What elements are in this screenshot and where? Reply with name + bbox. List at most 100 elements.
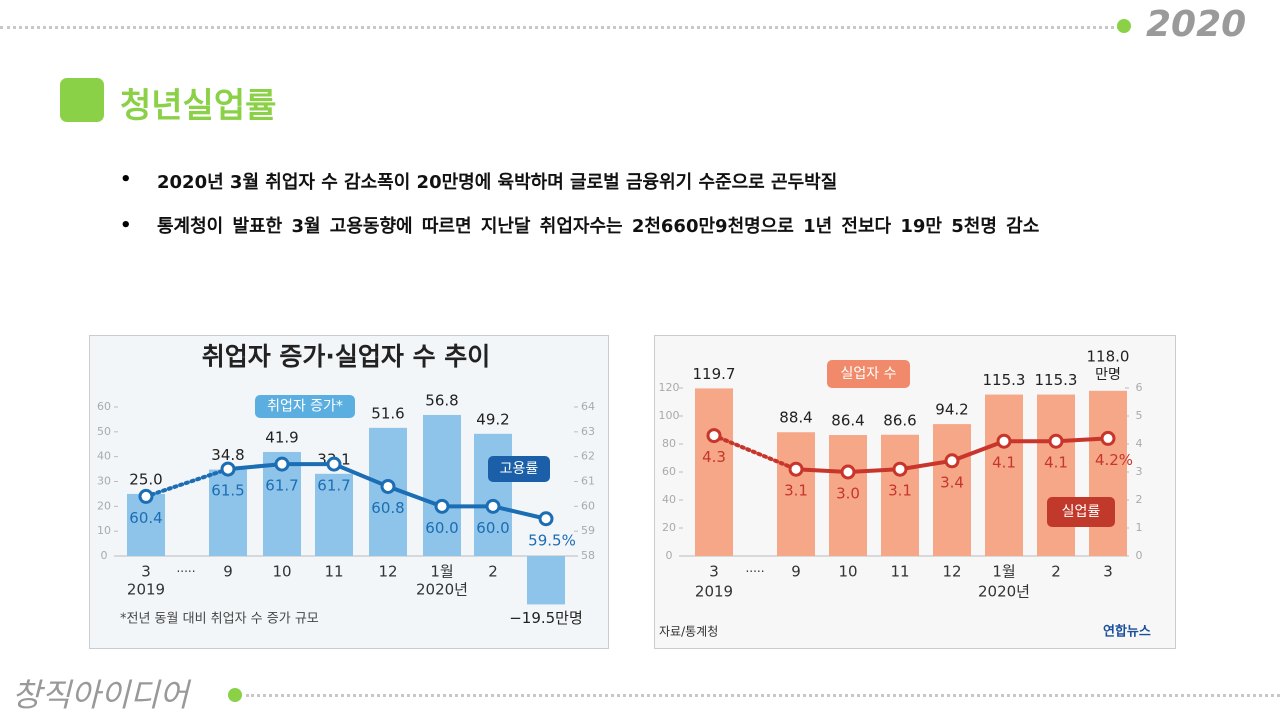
value-label: 41.9: [265, 428, 298, 446]
x-tick-label: 2: [488, 563, 498, 581]
bar: [209, 469, 247, 556]
x-tick-label: 3: [1103, 563, 1113, 581]
point: [220, 461, 236, 477]
y-tick-label: 20: [97, 499, 111, 512]
point: [996, 433, 1012, 449]
y2-tick-label: 59: [581, 524, 595, 537]
x-tick-label: 3: [141, 563, 151, 581]
value-label: 60.0: [425, 519, 458, 537]
point: [434, 498, 450, 514]
x-tick-label: 10: [838, 563, 857, 581]
bar: [881, 434, 919, 556]
bullet-dot: •: [120, 215, 132, 236]
point: [138, 488, 154, 504]
divider: [0, 26, 1120, 29]
value-label: 3.1: [784, 482, 808, 500]
value-label: −19.5만명: [509, 609, 583, 627]
ellipsis: ·····: [745, 565, 764, 579]
bar: [829, 435, 867, 556]
value-label: 4.3: [702, 448, 726, 466]
value-label: 4.1: [1044, 454, 1068, 472]
logo: 연합뉴스: [1103, 624, 1151, 640]
ellipsis: ·····: [176, 565, 195, 579]
line-dotted: [712, 433, 798, 472]
point: [538, 511, 554, 527]
point: [326, 456, 342, 472]
legend-label: 실업자 수: [841, 366, 897, 382]
value-label: 60.8: [371, 499, 404, 517]
year: 2020: [1146, 4, 1247, 45]
legend-label: 취업자 증가*: [267, 399, 343, 415]
year-label: 2020년: [416, 581, 468, 599]
y2-tick-label: 60: [581, 499, 595, 512]
bullet: 2020년 3월 취업자 수 감소폭이 20만명에 육박하며 글로벌 금융위기 …: [157, 172, 838, 193]
bar: [474, 433, 512, 556]
value-label: 118.0: [1087, 347, 1130, 365]
value-label: 4.2%: [1095, 451, 1133, 469]
callout: [1047, 497, 1115, 527]
x-tick-label: 11: [890, 563, 909, 581]
value-label: 115.3: [983, 371, 1026, 389]
bar: [695, 388, 733, 556]
point: [1048, 433, 1064, 449]
value-label: 86.4: [831, 412, 864, 430]
footnote: *전년 동월 대비 취업자 수 증가 규모: [120, 612, 319, 627]
y-tick-label: 40: [662, 493, 676, 506]
value-label: 56.8: [425, 391, 458, 409]
bar: [933, 424, 971, 556]
y2-tick-label: 2: [1136, 493, 1143, 506]
y-tick-label: 100: [659, 409, 680, 422]
bar: [315, 473, 353, 556]
y2-tick-label: 63: [581, 425, 595, 438]
value-label: 61.7: [265, 477, 298, 495]
source: 자료/통계청: [659, 625, 718, 639]
value-label: 86.6: [883, 411, 916, 429]
value-label: 88.4: [779, 409, 812, 427]
x-tick-label: 2: [1051, 563, 1061, 581]
y2-tick-label: 58: [581, 549, 595, 562]
dot: [228, 688, 242, 702]
y-tick-label: 60: [97, 400, 111, 413]
value-label: 60.0: [476, 519, 509, 537]
value-label: 34.8: [211, 446, 244, 464]
y-tick-label: 0: [101, 549, 108, 562]
x-tick-label: 12: [378, 563, 397, 581]
bar: [527, 556, 565, 605]
bar: [423, 414, 461, 556]
year-label: 2019: [127, 581, 165, 599]
callout: [255, 395, 355, 418]
point: [944, 453, 960, 469]
bar: [985, 394, 1023, 556]
y-tick-label: 60: [662, 465, 676, 478]
x-tick-label: 9: [223, 563, 233, 581]
point: [380, 478, 396, 494]
x-tick-label: 3: [709, 563, 719, 581]
bar: [1037, 394, 1075, 556]
chart: 취업자 증가·실업자 수 추이 0 10 20 30 40 50 60 58 59 60 61 62 63…: [89, 335, 609, 649]
bar: [777, 432, 815, 556]
year-label: 2020년: [978, 583, 1030, 601]
value-label: 61.7: [317, 477, 350, 495]
bar: [1089, 390, 1127, 556]
dot: [1117, 19, 1131, 33]
y2-tick-label: 64: [581, 400, 595, 413]
value-label: 60.4: [129, 509, 162, 527]
y2-tick-label: 1: [1136, 521, 1143, 534]
value-label: 25.0: [129, 470, 162, 488]
x-tick-label: 1월: [992, 563, 1015, 581]
legend-label: 실업률: [1062, 504, 1101, 520]
point: [892, 461, 908, 477]
point: [1100, 430, 1116, 446]
divider: [246, 694, 1280, 697]
value-label: 51.6: [371, 404, 404, 422]
value-label: 61.5: [211, 482, 244, 500]
y2-tick-label: 3: [1136, 465, 1143, 478]
value-label: 119.7: [693, 365, 736, 383]
legend-label: 고용률: [500, 461, 539, 477]
y-tick-label: 120: [659, 381, 680, 394]
value-label: 59.5%: [528, 531, 576, 549]
value-label: 115.3: [1035, 371, 1078, 389]
value-label: 4.1: [992, 454, 1016, 472]
